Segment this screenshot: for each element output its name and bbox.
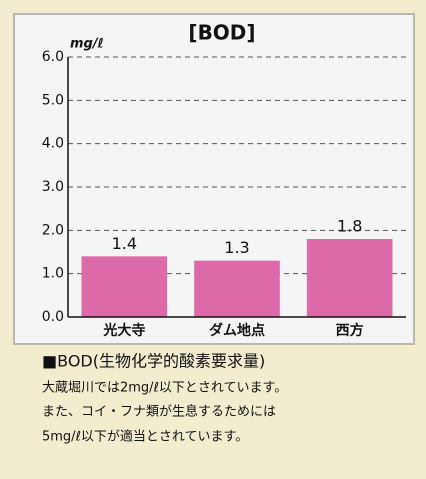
chart-title: [BOD] <box>188 21 255 45</box>
caption-line: 5mg/ℓ以下が適当とされています。 <box>42 429 248 445</box>
y-axis-label: mg/ℓ <box>70 37 104 52</box>
value-label: 1.4 <box>112 234 137 253</box>
x-tick-label: ダム地点 <box>209 322 265 339</box>
bar <box>306 239 393 317</box>
y-tick-label: 3.0 <box>42 179 64 195</box>
caption-line: また、コイ・フナ類が生息するためには <box>42 404 276 420</box>
x-tick-label: 西方 <box>336 322 364 339</box>
x-tick-label: 光大寺 <box>102 322 145 339</box>
value-label: 1.8 <box>337 217 362 236</box>
y-tick-label: 0.0 <box>42 309 64 325</box>
caption-line: 大蔵堀川では2mg/ℓ以下とされています。 <box>42 381 287 396</box>
y-tick-label: 2.0 <box>42 222 64 238</box>
y-tick-label: 5.0 <box>42 92 64 108</box>
bar <box>194 260 280 317</box>
y-tick-label: 4.0 <box>42 136 64 152</box>
caption-line: ■BOD(生物化学的酸素要求量) <box>42 352 265 371</box>
y-tick-label: 1.0 <box>42 266 64 282</box>
y-tick-label: 6.0 <box>42 49 64 65</box>
bar <box>81 256 168 317</box>
value-label: 1.3 <box>224 238 249 257</box>
